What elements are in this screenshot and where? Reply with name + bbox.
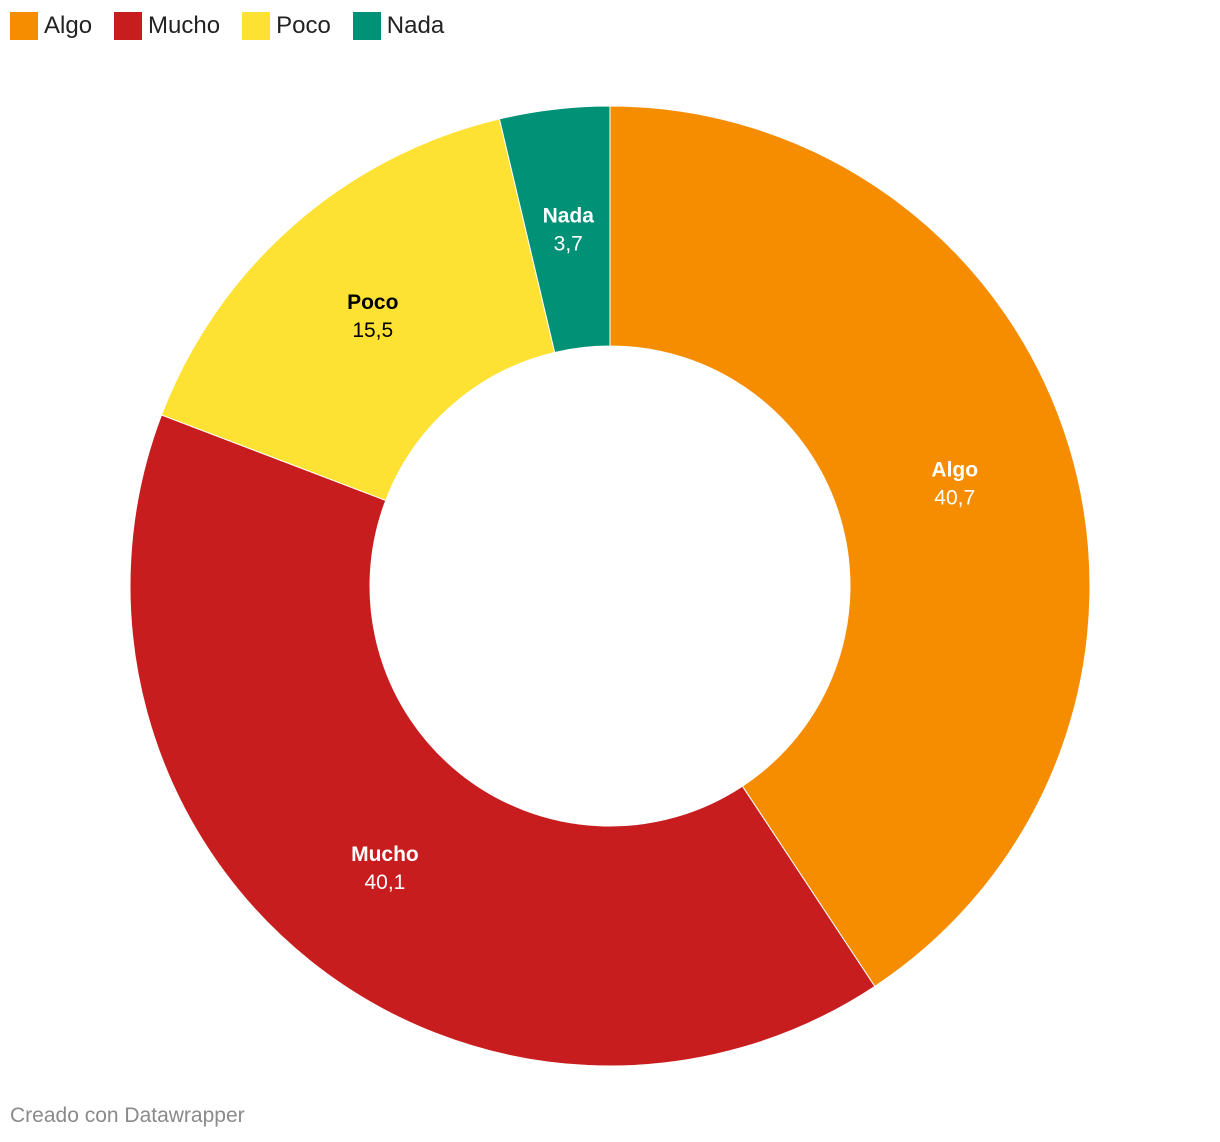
legend-swatch-nada	[352, 12, 381, 40]
legend-label-algo: Algo	[44, 12, 93, 39]
legend-item-nada: Nada	[352, 12, 445, 40]
slice-mucho	[129, 414, 876, 1067]
slice-value-mucho: 40,1	[364, 871, 405, 894]
legend-item-algo: Algo	[10, 12, 92, 40]
chart-legend: Algo Mucho Poco Nada	[10, 12, 444, 40]
slice-label-poco: Poco	[347, 291, 398, 314]
legend-swatch-poco	[242, 12, 271, 40]
slice-label-mucho: Mucho	[351, 843, 419, 866]
slice-nada	[498, 105, 611, 354]
legend-item-mucho: Mucho	[114, 12, 220, 40]
legend-item-poco: Poco	[242, 12, 331, 40]
slice-value-nada: 3,7	[554, 232, 583, 255]
slice-label-algo: Algo	[931, 458, 978, 481]
slice-label-nada: Nada	[543, 204, 595, 227]
footer-credit: Creado con Datawrapper	[10, 1104, 245, 1127]
legend-swatch-algo	[10, 12, 38, 40]
legend-label-mucho: Mucho	[148, 12, 221, 39]
legend-swatch-mucho	[114, 12, 143, 40]
legend-label-poco: Poco	[276, 12, 331, 39]
slice-value-poco: 15,5	[352, 319, 393, 342]
legend-label-nada: Nada	[386, 12, 445, 39]
slice-algo	[609, 105, 1091, 988]
slice-poco	[160, 118, 556, 502]
slice-value-algo: 40,7	[934, 486, 975, 509]
